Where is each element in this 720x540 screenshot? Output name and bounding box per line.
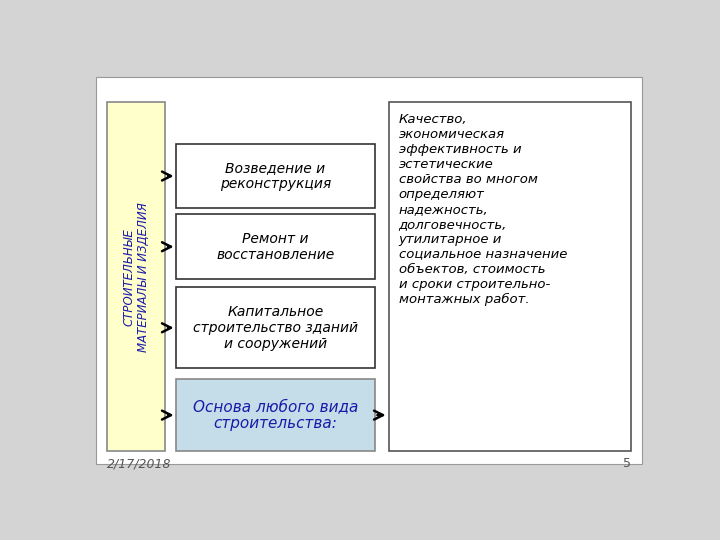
Bar (176, 144, 374, 208)
Text: 2/17/2018: 2/17/2018 (107, 457, 171, 470)
Bar (176, 379, 374, 451)
Bar (176, 287, 374, 368)
Text: Основа любого вида
строительства:: Основа любого вида строительства: (193, 399, 359, 431)
Text: 5: 5 (624, 457, 631, 470)
Text: Возведение и
реконструкция: Возведение и реконструкция (220, 161, 331, 191)
Text: Капитальное
строительство зданий
и сооружений: Капитальное строительство зданий и соору… (193, 305, 358, 351)
Bar (389, 102, 631, 451)
Text: Качество,
экономическая
эффективность и
эстетические
свойства во многом
определя: Качество, экономическая эффективность и … (399, 113, 567, 306)
Bar (107, 102, 166, 451)
Text: Ремонт и
восстановление: Ремонт и восстановление (217, 232, 335, 262)
Text: СТРОИТЕЛЬНЫЕ
МАТЕРИАЛЫ И ИЗДЕЛИЯ: СТРОИТЕЛЬНЫЕ МАТЕРИАЛЫ И ИЗДЕЛИЯ (122, 202, 150, 352)
Bar (176, 214, 374, 279)
